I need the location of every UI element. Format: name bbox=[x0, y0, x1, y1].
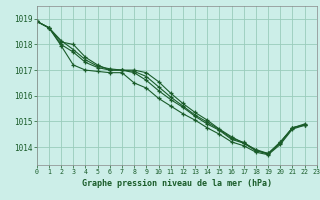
X-axis label: Graphe pression niveau de la mer (hPa): Graphe pression niveau de la mer (hPa) bbox=[82, 179, 272, 188]
